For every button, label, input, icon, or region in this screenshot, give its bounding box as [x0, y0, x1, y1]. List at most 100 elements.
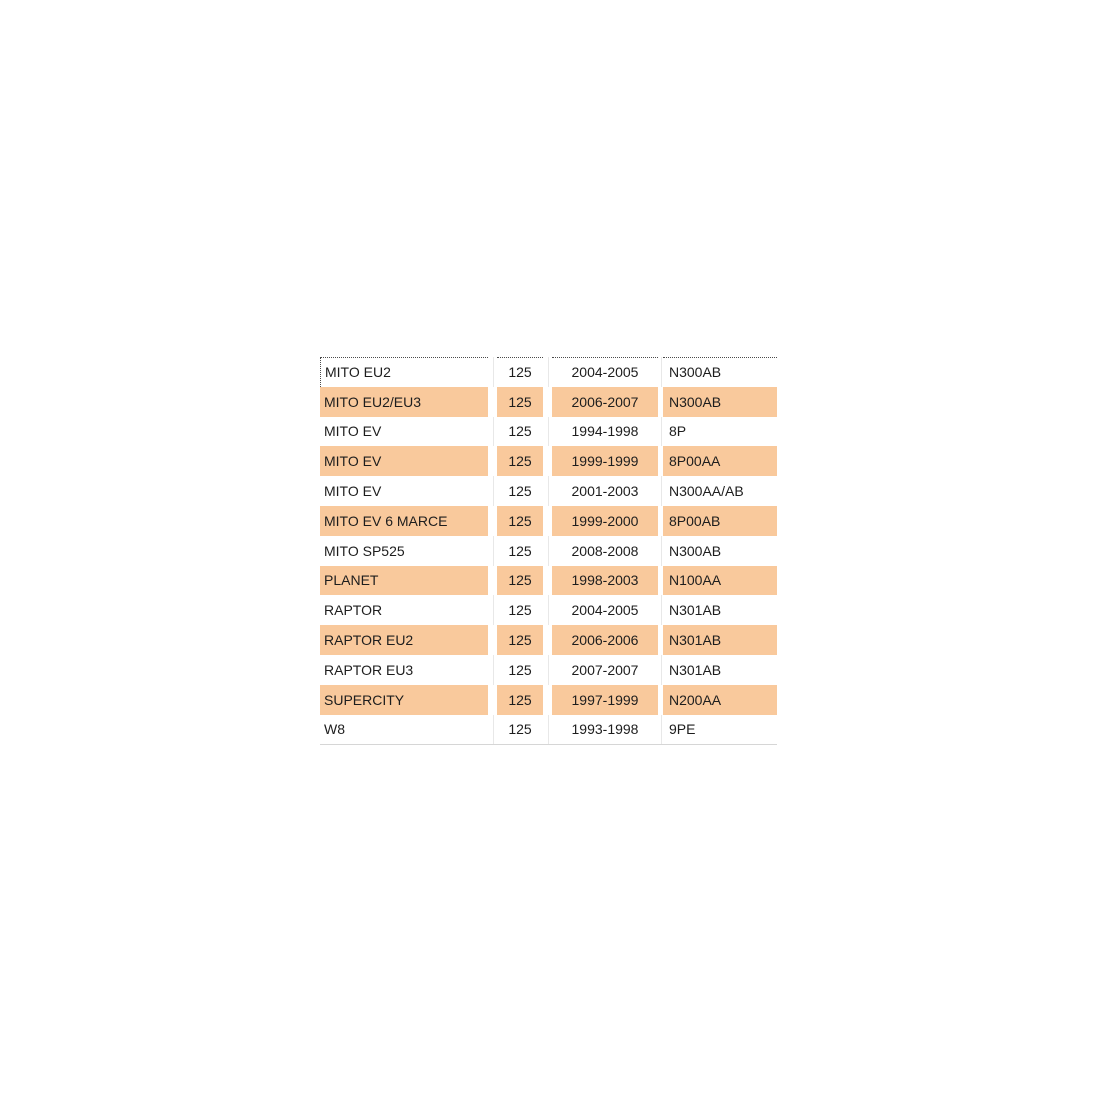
model-cell[interactable]: RAPTOR EU3: [324, 661, 414, 678]
years-cell[interactable]: 2006-2006: [552, 625, 658, 655]
model-cell[interactable]: MITO SP525: [324, 542, 405, 559]
column-gap: [658, 714, 663, 745]
displacement-cell[interactable]: 125: [508, 423, 532, 440]
years-cell[interactable]: 2008-2008: [571, 542, 639, 559]
column-gap: [488, 357, 497, 387]
column-gap: [488, 625, 497, 655]
years-cell[interactable]: 1997-1999: [552, 684, 658, 715]
model-cell[interactable]: RAPTOR EU2: [320, 625, 488, 655]
code-cell[interactable]: N301AB: [663, 625, 777, 655]
displacement-cell[interactable]: 125: [508, 542, 532, 559]
column-gap: [543, 654, 552, 685]
column-gap: [658, 476, 663, 506]
table-row: W8 125 1993-1998 9PE: [320, 714, 777, 745]
column-gap: [658, 387, 663, 417]
displacement-cell[interactable]: 125: [497, 625, 543, 655]
model-cell[interactable]: MITO EV: [320, 446, 488, 477]
column-gap: [488, 387, 497, 417]
column-gap: [658, 506, 663, 536]
table-row: MITO EU2/EU3 125 2006-2007 N300AB: [320, 386, 777, 417]
column-gap: [543, 387, 552, 417]
column-gap: [543, 566, 552, 596]
column-gap: [488, 566, 497, 596]
column-gap: [658, 357, 663, 387]
column-gap: [543, 416, 552, 447]
code-cell[interactable]: 9PE: [669, 721, 696, 738]
column-gap: [658, 654, 663, 685]
table-row: PLANET 125 1998-2003 N100AA: [320, 565, 777, 596]
column-gap: [658, 625, 663, 655]
table-row: RAPTOR 125 2004-2005 N301AB: [320, 595, 777, 626]
years-cell[interactable]: 2004-2005: [571, 602, 639, 619]
table-row: MITO EV 125 2001-2003 N300AA/AB: [320, 476, 777, 506]
fitment-table: MITO EU2 125 2004-2005 N300AB MITO EU2/E…: [320, 357, 777, 746]
model-cell[interactable]: MITO EV 6 MARCE: [320, 505, 488, 536]
years-cell[interactable]: 1999-2000: [552, 505, 658, 536]
displacement-cell[interactable]: 125: [497, 357, 543, 387]
model-cell[interactable]: MITO EU2/EU3: [320, 386, 488, 417]
code-cell[interactable]: N200AA: [663, 684, 777, 715]
model-cell[interactable]: MITO EU2: [320, 357, 488, 387]
column-gap: [488, 476, 497, 506]
code-cell[interactable]: N301AB: [669, 602, 722, 619]
code-cell[interactable]: N301AB: [669, 661, 722, 678]
model-cell[interactable]: MITO EV: [324, 483, 382, 500]
column-gap: [543, 625, 552, 655]
years-cell[interactable]: 2001-2003: [571, 483, 639, 500]
column-gap: [658, 595, 663, 625]
table-row: MITO EV 125 1994-1998 8P: [320, 416, 777, 447]
column-gap: [658, 685, 663, 715]
displacement-cell[interactable]: 125: [508, 721, 532, 738]
column-gap: [543, 446, 552, 476]
column-gap: [543, 506, 552, 536]
column-gap: [488, 506, 497, 536]
code-cell[interactable]: N100AA: [663, 565, 777, 596]
model-cell[interactable]: MITO EV: [324, 423, 382, 440]
years-cell[interactable]: 1994-1998: [571, 423, 639, 440]
years-cell[interactable]: 1999-1999: [552, 446, 658, 477]
displacement-cell[interactable]: 125: [508, 483, 532, 500]
column-gap: [543, 476, 552, 506]
model-cell[interactable]: PLANET: [320, 565, 488, 596]
years-cell[interactable]: 2007-2007: [571, 661, 639, 678]
code-cell[interactable]: N300AB: [669, 542, 722, 559]
table-row: MITO EU2 125 2004-2005 N300AB: [320, 357, 777, 387]
column-gap: [488, 714, 497, 745]
code-cell[interactable]: N300AB: [663, 386, 777, 417]
code-cell[interactable]: N300AA/AB: [669, 483, 744, 500]
model-cell[interactable]: SUPERCITY: [320, 684, 488, 715]
displacement-cell[interactable]: 125: [497, 565, 543, 596]
years-cell[interactable]: 2004-2005: [552, 357, 658, 387]
displacement-cell[interactable]: 125: [508, 661, 532, 678]
code-cell[interactable]: 8P00AB: [663, 505, 777, 536]
table-row: SUPERCITY 125 1997-1999 N200AA: [320, 684, 777, 715]
years-cell[interactable]: 1993-1998: [571, 721, 639, 738]
column-gap: [658, 535, 663, 566]
column-gap: [543, 714, 552, 745]
column-gap: [488, 685, 497, 715]
column-gap: [488, 446, 497, 476]
code-cell[interactable]: 8P00AA: [663, 446, 777, 477]
column-gap: [543, 595, 552, 625]
table-row: RAPTOR EU2 125 2006-2006 N301AB: [320, 625, 777, 655]
column-gap: [658, 566, 663, 596]
column-gap: [488, 595, 497, 625]
column-gap: [658, 416, 663, 447]
displacement-cell[interactable]: 125: [497, 505, 543, 536]
years-cell[interactable]: 1998-2003: [552, 565, 658, 596]
table-row: RAPTOR EU3 125 2007-2007 N301AB: [320, 654, 777, 685]
table-row: MITO EV 125 1999-1999 8P00AA: [320, 446, 777, 477]
code-cell[interactable]: 8P: [669, 423, 687, 440]
model-cell[interactable]: RAPTOR: [324, 602, 383, 619]
column-gap: [488, 416, 497, 447]
model-cell[interactable]: W8: [324, 721, 345, 738]
table-row: MITO SP525 125 2008-2008 N300AB: [320, 535, 777, 566]
column-gap: [543, 357, 552, 387]
table-row: MITO EV 6 MARCE 125 1999-2000 8P00AB: [320, 505, 777, 536]
displacement-cell[interactable]: 125: [497, 386, 543, 417]
years-cell[interactable]: 2006-2007: [552, 386, 658, 417]
displacement-cell[interactable]: 125: [497, 446, 543, 477]
displacement-cell[interactable]: 125: [497, 684, 543, 715]
displacement-cell[interactable]: 125: [508, 602, 532, 619]
code-cell[interactable]: N300AB: [663, 357, 777, 387]
